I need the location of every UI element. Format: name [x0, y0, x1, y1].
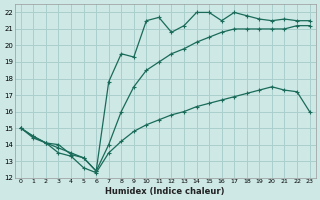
X-axis label: Humidex (Indice chaleur): Humidex (Indice chaleur)	[106, 187, 225, 196]
